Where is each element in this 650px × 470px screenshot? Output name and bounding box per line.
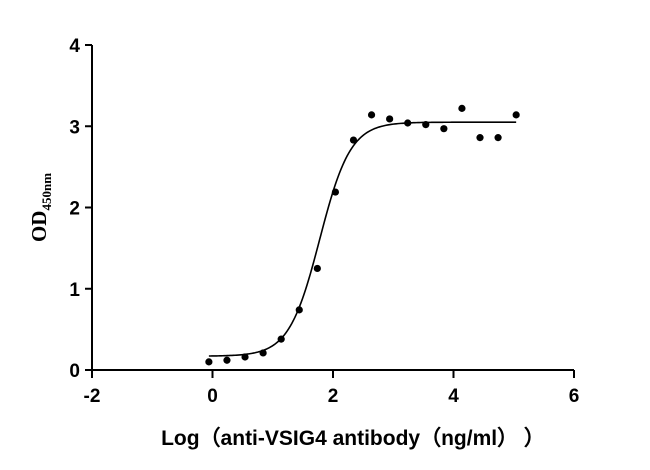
data-point <box>259 349 267 357</box>
data-point <box>367 111 376 119</box>
data-point <box>422 121 430 129</box>
data-point <box>313 264 321 273</box>
data-point <box>386 115 394 123</box>
y-axis-title-main: OD <box>27 211 51 243</box>
x-tick-label: 2 <box>328 386 339 407</box>
y-axis-title: OD450nm <box>27 173 54 242</box>
data-point <box>205 358 213 366</box>
x-tick-label: 4 <box>448 386 459 407</box>
y-axis-title-subscript: 450nm <box>39 173 54 211</box>
data-point <box>295 306 303 314</box>
y-tick-label: 1 <box>69 280 80 301</box>
y-tick-label: 0 <box>69 361 80 382</box>
y-tick-label: 2 <box>69 199 80 220</box>
data-point <box>440 125 448 133</box>
axis-labels: Log（anti-VSIG4 antibody（ng/ml） ） OD450nm <box>27 173 545 450</box>
data-point <box>476 134 484 142</box>
y-tick-label: 4 <box>69 36 80 57</box>
x-tick-label: -2 <box>84 386 101 407</box>
data-point <box>277 335 285 343</box>
data-point <box>241 353 249 361</box>
x-tick-label: 6 <box>569 386 580 407</box>
data-point <box>494 134 502 142</box>
fit-curve-layer <box>208 121 517 357</box>
data-point <box>223 356 231 364</box>
data-point <box>349 136 358 144</box>
fit-curve <box>208 121 517 357</box>
data-point <box>512 111 520 119</box>
y-tick-label: 3 <box>69 117 80 138</box>
data-point <box>458 104 466 112</box>
data-point <box>404 119 412 127</box>
x-tick-label: 0 <box>207 386 218 407</box>
data-point <box>331 188 340 196</box>
data-points-layer <box>205 104 520 366</box>
x-axis-title: Log（anti-VSIG4 antibody（ng/ml） ） <box>161 426 545 450</box>
